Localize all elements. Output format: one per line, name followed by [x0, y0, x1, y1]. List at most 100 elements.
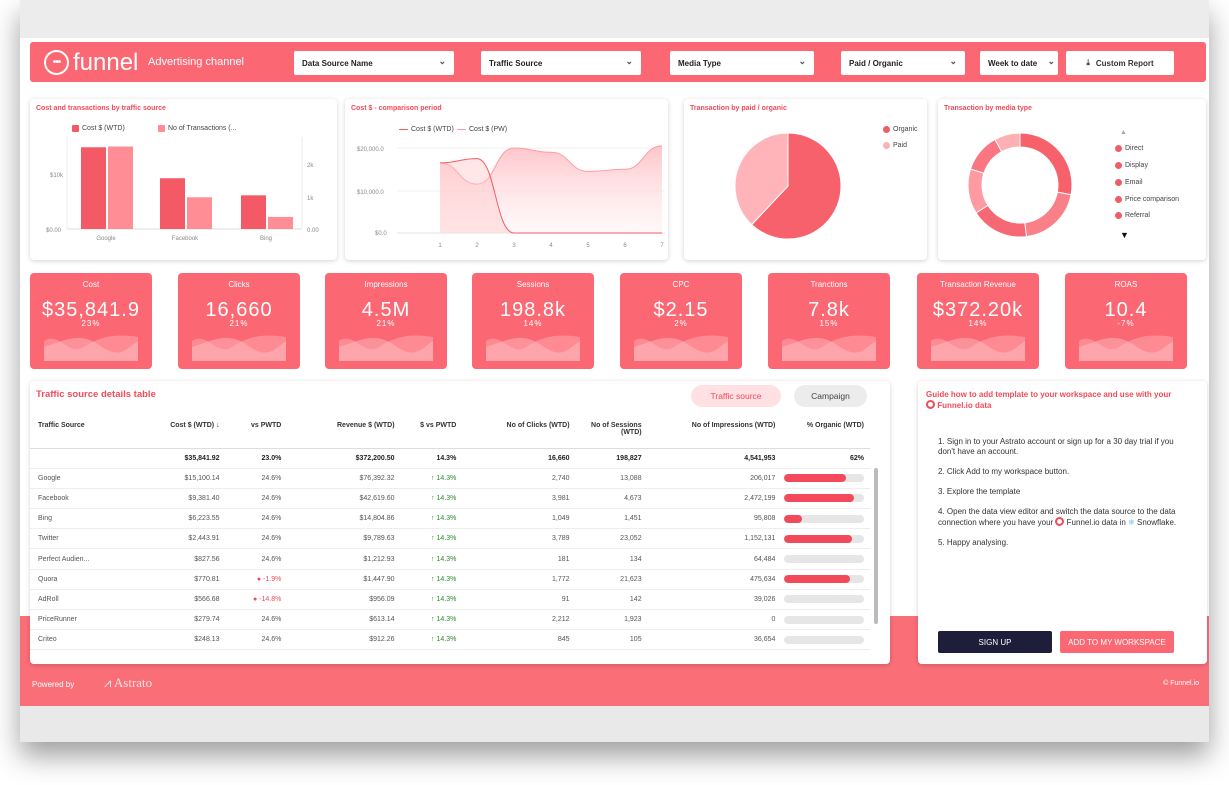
donut-slice[interactable]	[967, 168, 989, 214]
kpi-value: $2.15	[653, 299, 709, 321]
legend-scroll-down-icon[interactable]: ▼	[1120, 230, 1129, 240]
tab-campaign[interactable]: Campaign	[794, 385, 867, 407]
bar-cost[interactable]	[160, 178, 185, 229]
button-label: Custom Report	[1095, 58, 1154, 68]
table-row[interactable]: Perfect Audien... $827.56 24.6% $1,212.93 ↑ …	[30, 548, 870, 570]
copyright-text: © Funnel.io	[1163, 680, 1199, 687]
column-header[interactable]: No of Impressions (WTD)	[647, 416, 782, 449]
kpi-change: 2%	[674, 319, 688, 328]
kpi-card[interactable]: Cost $35,841.9 23%	[30, 273, 152, 369]
donut-slice[interactable]	[975, 204, 1028, 238]
legend-label: Organic	[893, 126, 918, 133]
legend-item: No of Transactions (...	[158, 125, 236, 132]
donut-slice[interactable]	[1019, 132, 1073, 196]
column-header[interactable]: No of Clicks (WTD)	[462, 416, 576, 449]
kpi-card[interactable]: Impressions 4.5M 21%	[325, 273, 447, 369]
kpi-change: 21%	[229, 319, 249, 328]
funnel-ring-icon	[1055, 517, 1065, 526]
legend-item: Referral	[1115, 212, 1150, 219]
table-cell: $9,381.40	[132, 488, 226, 510]
line-current[interactable]	[439, 158, 662, 234]
legend-scroll-up-icon[interactable]: ▲	[1120, 129, 1127, 136]
kpi-card[interactable]: Sessions 198.8k 14%	[472, 273, 594, 369]
donut-slice[interactable]	[1024, 191, 1072, 238]
kpi-change: 14%	[523, 319, 543, 328]
table-row[interactable]: Facebook $9,381.40 24.6% $42,619.60 ↑ 14.3% 3…	[30, 488, 870, 510]
table-row[interactable]: Criteo $248.13 24.6% $912.26 ↑ 14.3% 845 105 36…	[30, 629, 870, 651]
table-cell: $15,100.14	[132, 468, 226, 489]
legend-label: Direct	[1125, 145, 1144, 152]
bar-cost[interactable]	[81, 147, 106, 229]
column-header[interactable]: Revenue $ (WTD)	[287, 416, 401, 449]
table-cell: 64,484	[647, 548, 782, 570]
table-row[interactable]: Google $15,100.14 24.6% $76,392.32 ↑ 14.3% 2,…	[30, 468, 870, 489]
legend-item: Direct	[1115, 145, 1143, 152]
kpi-sparkline	[782, 335, 876, 361]
kpi-card[interactable]: ROAS 10.4 -7%	[1065, 273, 1187, 369]
table-cell: 2,740	[462, 468, 576, 489]
column-header[interactable]: % Organic (WTD)	[781, 416, 870, 449]
table-cell: 1,049	[462, 508, 576, 530]
kpi-card[interactable]: CPC $2.15 2%	[620, 273, 742, 369]
table-row[interactable]: Bing $6,223.55 24.6% $14,804.86 ↑ 14.3% 1,049…	[30, 508, 870, 530]
bar-cost[interactable]	[241, 195, 266, 229]
add-to-workspace-button[interactable]: ADD TO MY WORKSPACE	[1060, 631, 1174, 653]
sign-up-button[interactable]: SIGN UP	[938, 631, 1052, 653]
table-cell: Criteo	[30, 629, 133, 651]
line-previous[interactable]	[439, 145, 663, 185]
paid-organic-dropdown[interactable]: Paid / Organic ⌄	[841, 51, 965, 75]
cost-transactions-card: Cost and transactions by traffic source …	[30, 99, 337, 260]
table-cell: 105	[575, 629, 648, 651]
custom-report-button[interactable]: ⤓ Custom Report	[1066, 51, 1174, 75]
kpi-card[interactable]: Transaction Revenue $372.20k 14%	[917, 273, 1039, 369]
astrato-logo[interactable]: ⩘ Astrato	[104, 675, 152, 691]
kpi-change: 21%	[376, 319, 396, 328]
table-row[interactable]: Quora $770.81 ● -1.9% $1,447.90 ↑ 14.3% 1,772…	[30, 569, 870, 590]
table-cell: $956.09	[287, 589, 401, 611]
table-cell: 24.6%	[225, 528, 288, 550]
table-cell: ↑ 14.3%	[400, 629, 463, 651]
traffic-source-dropdown[interactable]: Traffic Source ⌄	[481, 51, 641, 75]
pie-slice[interactable]	[751, 132, 842, 240]
column-header[interactable]: Cost $ (WTD) ↓	[132, 416, 226, 449]
donut-slice[interactable]	[969, 138, 1003, 174]
organic-bar-cell	[781, 609, 870, 631]
tab-traffic-source[interactable]: Traffic source	[691, 385, 781, 407]
legend-label: Cost $ (PW)	[469, 126, 508, 133]
table-row[interactable]: Twitter $2,443.91 24.6% $9,789.63 ↑ 14.3% 3,7…	[30, 528, 870, 550]
dropdown-label: Traffic Source	[489, 58, 543, 68]
table-cell: Google	[30, 468, 133, 489]
organic-bar	[784, 534, 864, 543]
pie-slice[interactable]	[734, 132, 789, 226]
table-header-row: Traffic Source Cost $ (WTD) ↓ vs PWTD Reven…	[30, 416, 870, 449]
table-cell: 24.6%	[225, 548, 288, 570]
legend-item: Price comparison	[1115, 196, 1179, 203]
data-source-dropdown[interactable]: Data Source Name ⌄	[294, 51, 454, 75]
bar-transactions[interactable]	[108, 146, 133, 229]
bar-transactions[interactable]	[268, 216, 293, 229]
guide-step-text: Funnel.io data in	[1066, 518, 1126, 527]
organic-bar-cell	[781, 508, 870, 530]
table-cell: 36,654	[647, 629, 782, 651]
media-type-dropdown[interactable]: Media Type ⌄	[670, 51, 814, 75]
table-scrollbar[interactable]	[874, 468, 878, 624]
organic-bar-cell	[781, 468, 870, 489]
table-row[interactable]: PriceRunner $279.74 24.6% $613.14 ↑ 14.3% 2,2…	[30, 609, 870, 631]
donut-slice[interactable]	[994, 132, 1021, 153]
table-cell: 24.6%	[225, 508, 288, 530]
table-cell: $76,392.32	[287, 468, 401, 489]
column-header[interactable]: No of Sessions (WTD)	[575, 416, 648, 449]
bar-transactions[interactable]	[187, 197, 212, 229]
legend-item: Paid	[883, 142, 907, 149]
kpi-card[interactable]: Tranctions 7.8k 15%	[768, 273, 890, 369]
organic-bar	[784, 555, 864, 564]
column-header[interactable]: $ vs PWTD	[400, 416, 463, 449]
period-dropdown[interactable]: Week to date ⌄	[980, 51, 1058, 75]
kpi-card[interactable]: Clicks 16,660 21%	[178, 273, 300, 369]
legend-item: Display	[1115, 162, 1148, 169]
column-header[interactable]: vs PWTD	[225, 416, 288, 449]
table-cell: AdRoll	[30, 589, 133, 611]
table-row[interactable]: AdRoll $566.68 ● -14.8% $956.09 ↑ 14.3% 91 142…	[30, 589, 870, 611]
dropdown-label: Paid / Organic	[849, 58, 903, 68]
column-header[interactable]: Traffic Source	[30, 416, 133, 449]
